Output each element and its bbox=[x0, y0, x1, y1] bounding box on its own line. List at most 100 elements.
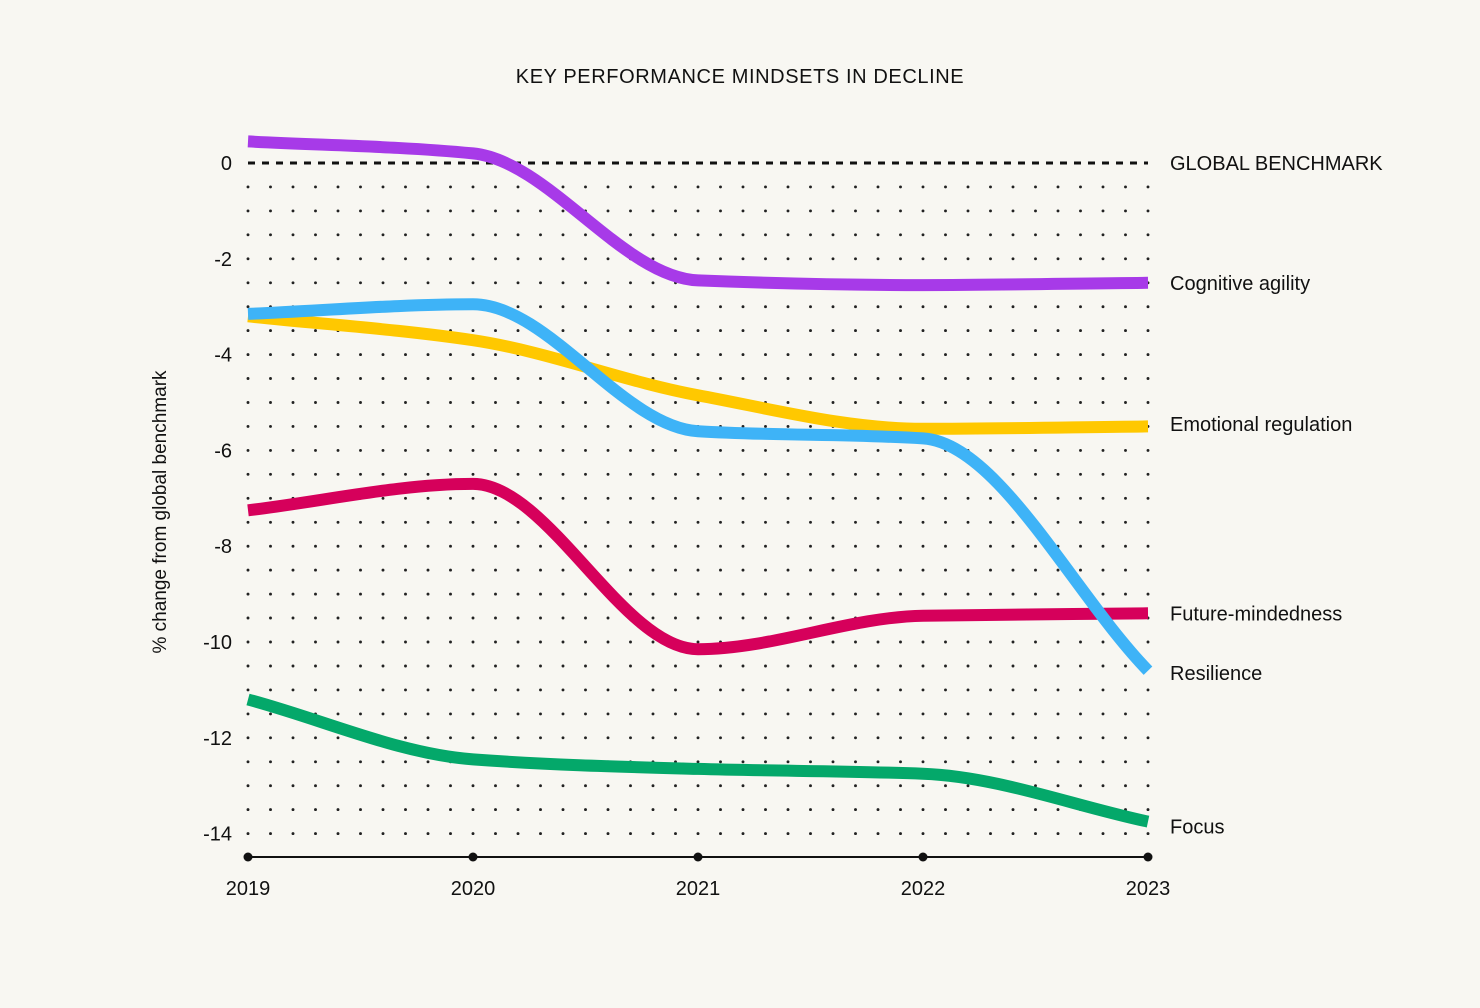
grid-dot bbox=[786, 568, 790, 572]
grid-dot bbox=[854, 472, 857, 476]
grid-dot bbox=[1124, 305, 1127, 309]
grid-dot bbox=[1034, 736, 1037, 740]
grid-dot bbox=[1056, 688, 1060, 692]
grid-dot bbox=[696, 808, 700, 812]
grid-dot bbox=[426, 520, 430, 524]
grid-dot bbox=[336, 448, 340, 452]
grid-dot bbox=[314, 424, 317, 428]
x-tick-label: 2020 bbox=[451, 878, 496, 900]
grid-dot bbox=[944, 688, 947, 692]
grid-dot bbox=[651, 496, 655, 500]
grid-dot bbox=[764, 592, 767, 596]
grid-dot bbox=[246, 712, 250, 716]
grid-dot bbox=[1056, 736, 1060, 740]
grid-dot bbox=[1011, 712, 1015, 716]
grid-dot bbox=[1146, 185, 1150, 189]
grid-dot bbox=[741, 808, 745, 812]
grid-dot bbox=[359, 448, 362, 452]
grid-dot bbox=[1034, 832, 1037, 836]
grid-dot bbox=[584, 448, 587, 452]
grid-dot bbox=[629, 281, 632, 285]
grid-dot bbox=[674, 353, 677, 357]
grid-dot bbox=[606, 568, 610, 572]
grid-dot bbox=[539, 592, 542, 596]
grid-dot bbox=[269, 448, 272, 452]
series-label-emotional-regulation: Emotional regulation bbox=[1170, 414, 1352, 436]
grid-dot bbox=[584, 736, 587, 740]
grid-dot bbox=[471, 496, 475, 500]
grid-dot bbox=[381, 257, 385, 261]
grid-dot bbox=[786, 496, 790, 500]
grid-dot bbox=[899, 760, 902, 764]
grid-dot bbox=[989, 353, 992, 357]
grid-dot bbox=[494, 401, 497, 404]
grid-dot bbox=[246, 736, 250, 740]
grid-dot bbox=[674, 664, 677, 668]
grid-dot bbox=[966, 233, 970, 237]
grid-dot bbox=[764, 616, 767, 620]
grid-dot bbox=[921, 808, 925, 812]
grid-dot bbox=[696, 784, 700, 788]
grid-dot bbox=[471, 401, 475, 404]
grid-dot bbox=[291, 592, 295, 596]
grid-dot bbox=[449, 448, 452, 452]
grid-dot bbox=[359, 401, 362, 404]
grid-dot bbox=[426, 472, 430, 476]
grid-dot bbox=[314, 664, 317, 668]
grid-dot bbox=[741, 736, 745, 740]
grid-dot bbox=[921, 568, 925, 572]
x-tick-dot bbox=[693, 852, 703, 862]
grid-dot bbox=[1056, 185, 1060, 189]
grid-dot bbox=[629, 496, 632, 500]
grid-dot bbox=[359, 568, 362, 572]
grid-dot bbox=[809, 185, 812, 189]
grid-dot bbox=[831, 448, 835, 452]
grid-dot bbox=[809, 760, 812, 764]
grid-dot bbox=[629, 712, 632, 716]
grid-dot bbox=[404, 472, 407, 476]
grid-dot bbox=[854, 401, 857, 404]
grid-dot bbox=[674, 520, 677, 524]
grid-dot bbox=[741, 784, 745, 788]
grid-dot bbox=[1034, 472, 1037, 476]
grid-dot bbox=[291, 185, 295, 189]
grid-dot bbox=[966, 257, 970, 261]
grid-dot bbox=[629, 832, 632, 836]
grid-dot bbox=[696, 496, 700, 500]
grid-dot bbox=[764, 760, 767, 764]
grid-dot bbox=[336, 688, 340, 692]
grid-dot bbox=[246, 640, 250, 644]
grid-dot bbox=[539, 401, 542, 404]
grid-dot bbox=[944, 353, 947, 357]
grid-dot bbox=[966, 808, 970, 812]
grid-dot bbox=[651, 616, 655, 620]
grid-dot bbox=[764, 688, 767, 692]
grid-dot bbox=[381, 688, 385, 692]
grid-dot bbox=[426, 281, 430, 285]
grid-dot bbox=[1101, 329, 1105, 333]
grid-dot bbox=[1079, 496, 1082, 500]
grid-dot bbox=[584, 185, 587, 189]
grid-dot bbox=[246, 305, 250, 309]
grid-dot bbox=[584, 688, 587, 692]
grid-dot bbox=[876, 401, 880, 404]
grid-dot bbox=[966, 664, 970, 668]
grid-dot bbox=[944, 209, 947, 213]
grid-dot bbox=[1146, 520, 1150, 524]
grid-dot bbox=[876, 448, 880, 452]
grid-dot bbox=[561, 640, 565, 644]
grid-dot bbox=[1124, 688, 1127, 692]
grid-dot bbox=[1034, 688, 1037, 692]
grid-dot bbox=[359, 520, 362, 524]
grid-dot bbox=[696, 592, 700, 596]
grid-dot bbox=[696, 401, 700, 404]
grid-dot bbox=[561, 784, 565, 788]
grid-dot bbox=[944, 401, 947, 404]
grid-dot bbox=[786, 353, 790, 357]
grid-dot bbox=[314, 448, 317, 452]
grid-dot bbox=[606, 257, 610, 261]
grid-dot bbox=[606, 640, 610, 644]
grid-dot bbox=[606, 808, 610, 812]
grid-dot bbox=[1011, 233, 1015, 237]
grid-dot bbox=[741, 664, 745, 668]
